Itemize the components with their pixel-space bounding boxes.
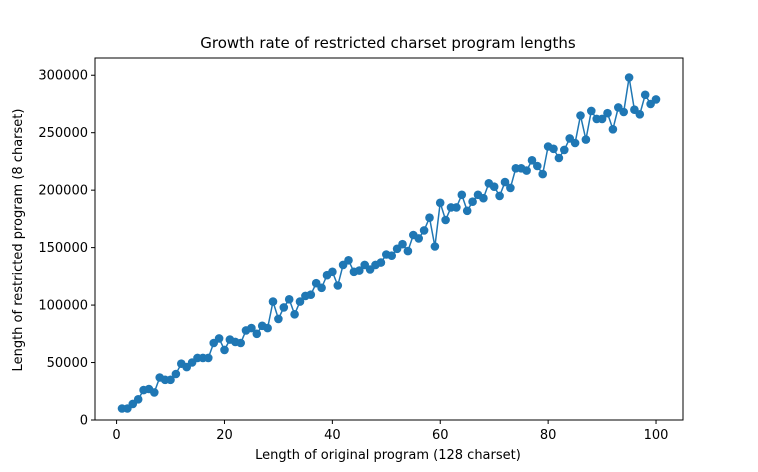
data-point: [624, 73, 634, 82]
data-point: [133, 395, 143, 404]
data-point: [236, 338, 245, 348]
data-point: [603, 108, 612, 118]
data-point: [268, 297, 278, 306]
data-point: [500, 177, 510, 187]
y-tick-label: 150000: [38, 241, 88, 256]
data-point: [171, 369, 181, 379]
y-tick-label: 100000: [38, 299, 88, 314]
x-tick-label: 60: [432, 428, 449, 443]
data-point: [435, 198, 445, 208]
data-point: [581, 135, 591, 144]
data-point: [576, 111, 585, 120]
data-point: [295, 297, 305, 306]
data-point: [468, 197, 477, 206]
data-point: [533, 161, 542, 171]
data-point: [306, 290, 316, 300]
data-point: [479, 193, 488, 203]
data-point: [204, 353, 213, 363]
data-point: [457, 190, 467, 200]
data-point: [247, 323, 256, 333]
data-point: [538, 169, 547, 179]
data-point: [462, 206, 472, 216]
data-point: [220, 345, 229, 355]
data-point: [506, 183, 515, 193]
data-point: [166, 375, 175, 385]
data-point: [570, 138, 580, 148]
data-point: [489, 182, 499, 191]
x-tick-label: 80: [540, 428, 557, 443]
data-point: [597, 114, 607, 124]
x-tick-label: 40: [324, 428, 341, 443]
x-tick-label: 0: [112, 428, 120, 443]
data-point: [635, 110, 645, 119]
data-point: [403, 246, 413, 256]
data-point: [376, 258, 386, 267]
data-point: [414, 234, 424, 243]
data-point: [419, 226, 429, 235]
plot-frame: [94, 57, 684, 421]
data-point: [587, 106, 596, 116]
y-tick-label: 0: [80, 414, 88, 429]
data-point: [150, 388, 159, 397]
x-tick-label: 100: [644, 428, 669, 443]
data-point: [284, 295, 294, 304]
data-point: [290, 310, 299, 319]
data-point: [333, 281, 343, 290]
data-point: [549, 144, 558, 154]
data-point: [560, 145, 569, 155]
chart-title: Growth rate of restricted charset progra…: [200, 34, 576, 52]
data-point: [619, 107, 628, 117]
y-tick-label: 50000: [47, 356, 88, 371]
plot-area: [94, 57, 684, 421]
data-point: [279, 303, 289, 312]
data-point: [522, 166, 531, 175]
data-point: [608, 125, 618, 134]
y-axis-label: Length of restricted program (8 charset): [11, 109, 26, 372]
data-point: [554, 153, 564, 163]
data-point: [263, 323, 272, 333]
x-axis-label: Length of original program (128 charset): [255, 448, 521, 463]
y-tick-label: 250000: [38, 126, 88, 141]
data-point: [430, 242, 440, 251]
data-point: [425, 213, 434, 222]
data-point: [355, 266, 364, 275]
y-tick-label: 200000: [38, 184, 88, 199]
data-point: [317, 283, 326, 293]
data-point: [398, 239, 407, 249]
data-point: [495, 191, 504, 201]
data-point: [452, 203, 461, 212]
data-point: [640, 90, 650, 100]
data-point: [387, 251, 397, 260]
data-point: [252, 329, 262, 339]
data-point: [214, 334, 224, 343]
axis-ticks: 0 20 40 60 80 100 0 50000 100000 150000 200000 2500…: [38, 69, 668, 443]
data-point: [651, 95, 661, 104]
data-point: [527, 156, 537, 165]
data-point: [441, 215, 450, 225]
data-point: [274, 314, 283, 324]
x-tick-label: 20: [216, 428, 233, 443]
data-point: [344, 255, 353, 265]
y-tick-label: 300000: [38, 69, 88, 84]
data-point: [328, 267, 337, 277]
